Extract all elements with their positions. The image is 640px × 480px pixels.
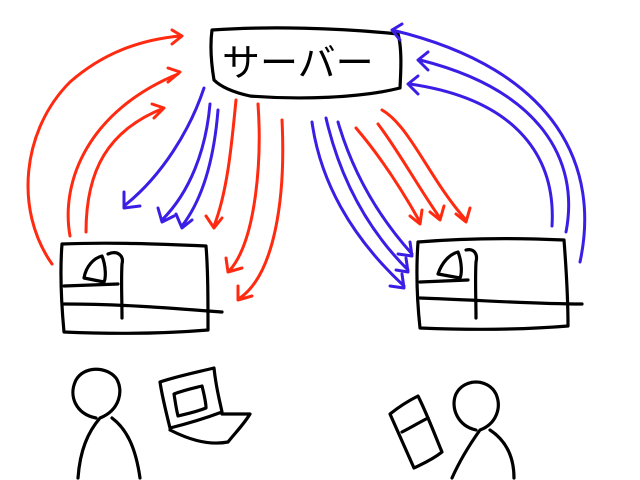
request-arrow [376,122,446,222]
request-arrow [380,108,472,224]
left-screen [59,241,224,335]
response-arrow [390,22,587,264]
right-screen-divider [418,278,584,306]
response-arrow [324,116,410,274]
left-screen-frame [59,241,210,335]
response-arrow [336,120,414,258]
request-arrow [66,66,182,238]
request-arrow [204,98,238,230]
person-icon [71,367,142,480]
request-arrow [354,126,424,226]
response-arrow [156,102,212,224]
left-screen-divider [62,282,224,314]
right-screen-frame [415,237,570,331]
request-arrow [84,102,166,234]
laptop-icon [158,366,252,445]
right-client [388,380,516,480]
server-label: サーバー [222,41,374,85]
response-arrow [174,108,220,230]
server-node: サーバー [209,26,403,100]
response-arrow [406,74,554,228]
smartphone-icon [388,394,444,470]
response-arrow [310,120,406,290]
right-screen-document-icon [436,248,479,320]
request-arrow [26,28,184,266]
response-arrow [416,50,571,234]
right-screen [415,237,584,331]
response-arrows [122,22,587,290]
left-client [71,366,252,480]
request-arrows [26,28,472,302]
response-arrow [122,86,206,210]
request-arrow [224,102,261,274]
request-arrow [236,118,285,302]
server-box [209,26,403,100]
left-screen-document-icon [82,251,124,320]
person-icon [450,380,516,480]
